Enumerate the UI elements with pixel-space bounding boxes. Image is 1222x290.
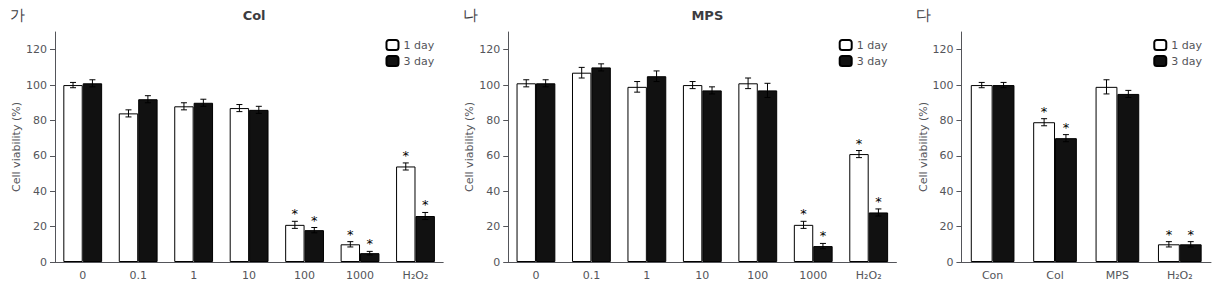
svg-text:120: 120 xyxy=(26,43,47,56)
svg-text:10: 10 xyxy=(242,269,256,282)
svg-text:120: 120 xyxy=(932,43,953,56)
svg-text:0: 0 xyxy=(79,269,86,282)
svg-text:MPS: MPS xyxy=(691,8,723,23)
svg-text:100: 100 xyxy=(932,79,953,92)
svg-text:0: 0 xyxy=(40,256,47,269)
svg-text:H₂O₂: H₂O₂ xyxy=(403,269,429,282)
svg-text:20: 20 xyxy=(939,220,953,233)
svg-text:0.1: 0.1 xyxy=(129,269,147,282)
svg-text:1000: 1000 xyxy=(346,269,374,282)
svg-text:80: 80 xyxy=(486,114,500,127)
svg-text:1: 1 xyxy=(190,269,197,282)
svg-text:0: 0 xyxy=(532,269,539,282)
svg-text:*: * xyxy=(292,206,299,221)
svg-text:1: 1 xyxy=(643,269,650,282)
svg-text:0: 0 xyxy=(493,256,500,269)
svg-text:0.1: 0.1 xyxy=(583,269,601,282)
svg-text:*: * xyxy=(800,206,807,221)
svg-text:1000: 1000 xyxy=(799,269,827,282)
svg-text:100: 100 xyxy=(747,269,768,282)
svg-text:1 day: 1 day xyxy=(1171,39,1202,52)
svg-text:MPS: MPS xyxy=(1106,269,1129,282)
svg-text:*: * xyxy=(1041,104,1048,119)
svg-text:20: 20 xyxy=(486,220,500,233)
svg-text:100: 100 xyxy=(294,269,315,282)
svg-text:가: 가 xyxy=(10,6,25,24)
svg-text:*: * xyxy=(1187,227,1194,242)
svg-text:Col: Col xyxy=(243,8,266,23)
svg-text:100: 100 xyxy=(479,79,500,92)
svg-text:0: 0 xyxy=(946,256,953,269)
svg-text:80: 80 xyxy=(33,114,47,127)
svg-text:1 day: 1 day xyxy=(857,39,888,52)
svg-text:40: 40 xyxy=(486,185,500,198)
svg-text:40: 40 xyxy=(939,185,953,198)
svg-text:Con: Con xyxy=(982,269,1003,282)
svg-text:*: * xyxy=(347,227,354,242)
svg-text:80: 80 xyxy=(939,114,953,127)
svg-text:*: * xyxy=(403,148,410,163)
svg-text:*: * xyxy=(820,228,827,243)
svg-text:나: 나 xyxy=(463,6,478,24)
svg-text:60: 60 xyxy=(939,149,953,162)
svg-text:*: * xyxy=(856,136,863,151)
svg-text:Cell viability (%): Cell viability (%) xyxy=(463,102,476,192)
svg-text:1 day: 1 day xyxy=(403,39,434,52)
svg-text:H₂O₂: H₂O₂ xyxy=(856,269,882,282)
svg-text:40: 40 xyxy=(33,185,47,198)
svg-text:*: * xyxy=(1063,120,1070,135)
svg-text:20: 20 xyxy=(33,220,47,233)
svg-text:Cell viability (%): Cell viability (%) xyxy=(917,102,930,192)
svg-text:3 day: 3 day xyxy=(857,55,888,68)
svg-text:*: * xyxy=(1166,227,1173,242)
svg-text:60: 60 xyxy=(33,149,47,162)
svg-text:3 day: 3 day xyxy=(1171,55,1202,68)
svg-text:Cell viability (%): Cell viability (%) xyxy=(10,102,23,192)
svg-text:*: * xyxy=(875,194,882,209)
svg-text:10: 10 xyxy=(695,269,709,282)
svg-text:120: 120 xyxy=(479,43,500,56)
svg-text:100: 100 xyxy=(26,79,47,92)
svg-text:*: * xyxy=(422,197,429,212)
svg-text:다: 다 xyxy=(916,6,931,24)
svg-text:Col: Col xyxy=(1046,269,1063,282)
svg-text:*: * xyxy=(311,213,318,228)
svg-text:H₂O₂: H₂O₂ xyxy=(1167,269,1193,282)
svg-text:3 day: 3 day xyxy=(403,55,434,68)
svg-text:*: * xyxy=(366,236,373,251)
svg-text:60: 60 xyxy=(486,149,500,162)
